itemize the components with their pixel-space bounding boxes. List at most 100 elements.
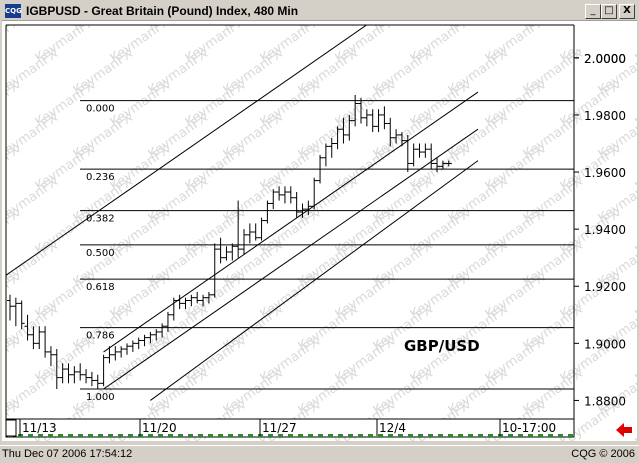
- axis-green-segment: [298, 434, 303, 437]
- ohlc-bar: [147, 331, 154, 344]
- ohlc-bar: [77, 363, 84, 381]
- ohlc-bar: [305, 200, 312, 215]
- ohlc-bar: [106, 346, 113, 364]
- ohlc-bar: [393, 129, 400, 144]
- ohlc-bar: [129, 340, 136, 352]
- ohlc-bar: [246, 223, 253, 244]
- ohlc-bar: [229, 243, 236, 261]
- axis-green-segment: [218, 434, 223, 437]
- minimize-button[interactable]: _: [585, 4, 601, 19]
- axis-green-segment: [368, 434, 373, 437]
- ohlc-bar: [375, 109, 382, 133]
- axis-green-segment: [228, 434, 233, 437]
- axis-green-segment: [388, 434, 393, 437]
- ohlc-bar: [153, 329, 160, 341]
- axis-green-segment: [528, 434, 533, 437]
- ohlc-bar: [71, 366, 78, 384]
- axis-green-segment: [208, 434, 213, 437]
- status-bar: Thu Dec 07 2006 17:54:12 CQG © 2006: [0, 445, 639, 463]
- scroll-left-thumb[interactable]: [5, 419, 17, 437]
- ohlc-bar: [322, 143, 329, 167]
- axis-green-segment: [78, 434, 83, 437]
- ohlc-bar: [317, 154, 324, 184]
- chart-area[interactable]: KeymanFX KeymanFX KeymanFX KeymanFX KeymanFX…: [0, 0, 639, 450]
- axis-green-segment: [478, 434, 483, 437]
- trend-channel-line: [150, 160, 479, 401]
- maximize-button[interactable]: □: [601, 4, 617, 19]
- axis-green-segment: [378, 434, 383, 437]
- ohlc-bar: [194, 291, 201, 304]
- axis-green-segment: [438, 434, 443, 437]
- ohlc-bar: [30, 326, 37, 350]
- ohlc-bar: [59, 363, 66, 384]
- axis-green-segment: [468, 434, 473, 437]
- axis-green-segment: [278, 434, 283, 437]
- y-tick-label: 1.9800: [584, 109, 626, 123]
- axis-green-segment: [338, 434, 343, 437]
- ohlc-bar: [170, 297, 177, 321]
- ohlc-bar: [311, 177, 318, 210]
- close-button[interactable]: X: [619, 4, 635, 19]
- axis-green-segment: [358, 434, 363, 437]
- y-tick-label: 1.9200: [584, 280, 626, 294]
- ohlc-bar: [258, 217, 265, 241]
- fib-level-label: 0.236: [86, 172, 115, 183]
- axis-green-segment: [348, 434, 353, 437]
- fib-level-label: 0.786: [86, 331, 115, 342]
- watermark-text: KeymanFX: [633, 398, 637, 441]
- axis-green-segment: [88, 434, 93, 437]
- axis-green-segment: [508, 434, 513, 437]
- ohlc-bar: [141, 334, 148, 347]
- ohlc-bar: [188, 294, 195, 307]
- ohlc-bar: [369, 109, 376, 133]
- axis-green-segment: [548, 434, 553, 437]
- ohlc-bar: [200, 294, 207, 307]
- ohlc-bar: [422, 143, 429, 158]
- ohlc-bar: [36, 326, 43, 350]
- axis-green-segment: [328, 434, 333, 437]
- go-latest-arrow-icon[interactable]: [616, 423, 632, 437]
- window-title: IGBPUSD - Great Britain (Pound) Index, 4…: [26, 4, 299, 18]
- trend-channel-line: [0, 20, 373, 280]
- axis-green-segment: [188, 434, 193, 437]
- axis-green-segment: [168, 434, 173, 437]
- x-tick-label: 11/20: [142, 421, 177, 435]
- ohlc-bar: [211, 243, 218, 298]
- ohlc-bar: [398, 132, 405, 147]
- y-tick-label: 2.0000: [584, 52, 626, 66]
- axis-green-segment: [98, 434, 103, 437]
- price-chart[interactable]: KeymanFX KeymanFX KeymanFX KeymanFX KeymanFX…: [0, 0, 639, 450]
- ohlc-bar: [235, 200, 242, 258]
- ohlc-bar: [223, 246, 230, 261]
- axis-green-segment: [568, 434, 573, 437]
- ohlc-bar: [94, 374, 101, 390]
- y-tick-label: 1.9000: [584, 337, 626, 351]
- trend-channel-line: [103, 91, 479, 353]
- ohlc-bar: [264, 200, 271, 224]
- ohlc-bar: [47, 346, 54, 367]
- axis-green-segment: [128, 434, 133, 437]
- fib-level-label: 0.000: [86, 104, 115, 115]
- axis-green-segment: [158, 434, 163, 437]
- ohlc-bar: [164, 311, 171, 332]
- ohlc-bar: [53, 349, 60, 390]
- ohlc-bar: [363, 109, 370, 127]
- ohlc-bar: [281, 186, 288, 204]
- cqg-app-icon[interactable]: CQG: [5, 4, 22, 18]
- ohlc-bar: [176, 294, 183, 310]
- ohlc-bar: [270, 189, 277, 210]
- axis-green-segment: [118, 434, 123, 437]
- ohlc-bar: [328, 137, 335, 158]
- ohlc-bar: [340, 117, 347, 144]
- ohlc-bar: [276, 186, 283, 201]
- ohlc-bar: [439, 160, 446, 170]
- ohlc-bar: [100, 354, 107, 387]
- ohlc-bar: [24, 314, 31, 341]
- y-tick-label: 1.8800: [584, 394, 626, 408]
- trend-channel-line: [103, 128, 479, 390]
- title-bar[interactable]: CQG IGBPUSD - Great Britain (Pound) Inde…: [2, 2, 637, 21]
- axis-green-segment: [178, 434, 183, 437]
- ohlc-bar: [287, 186, 294, 204]
- axis-green-segment: [308, 434, 313, 437]
- ohlc-bar: [428, 143, 435, 170]
